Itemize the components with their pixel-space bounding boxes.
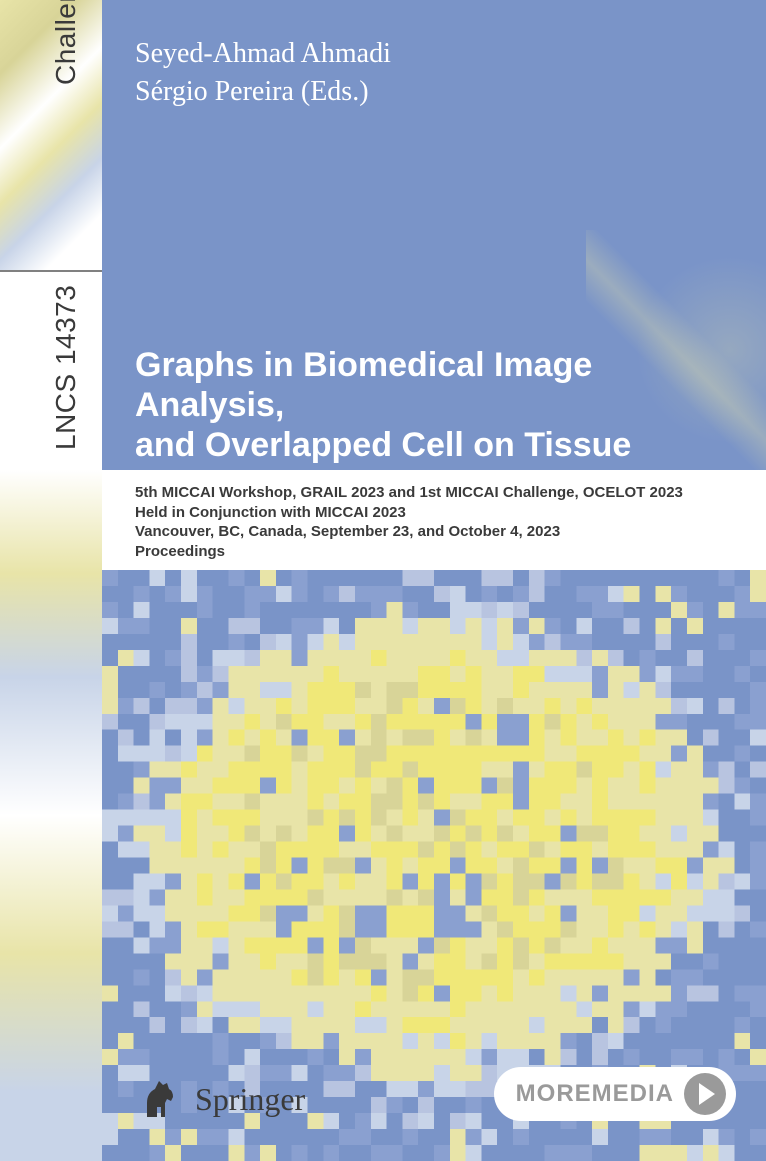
subtitle-block: 5th MICCAI Workshop, GRAIL 2023 and 1st … bbox=[135, 483, 725, 561]
moremedia-badge[interactable]: MOREMEDIA bbox=[494, 1067, 736, 1121]
play-icon bbox=[684, 1073, 726, 1115]
editor-line-2: Sérgio Pereira (Eds.) bbox=[135, 73, 391, 111]
subtitle-line-4: Proceedings bbox=[135, 542, 725, 562]
springer-horse-icon bbox=[135, 1075, 183, 1123]
spine-divider bbox=[0, 270, 102, 272]
spine-lower-decoration bbox=[0, 470, 102, 1161]
subtitle-line-1: 5th MICCAI Workshop, GRAIL 2023 and 1st … bbox=[135, 483, 725, 503]
spine-series-code: LNCS 14373 bbox=[50, 285, 82, 450]
title-line-1: Graphs in Biomedical Image Analysis, bbox=[135, 345, 725, 425]
publisher-block: Springer bbox=[135, 1075, 305, 1123]
subtitle-line-2: Held in Conjunction with MICCAI 2023 bbox=[135, 503, 725, 523]
book-cover: Challenges LNCS 14373 Seyed-Ahmad Ahmadi… bbox=[0, 0, 766, 1161]
play-triangle bbox=[699, 1083, 715, 1105]
editors-block: Seyed-Ahmad Ahmadi Sérgio Pereira (Eds.) bbox=[135, 35, 391, 111]
editor-line-1: Seyed-Ahmad Ahmadi bbox=[135, 35, 391, 73]
spine-sublabel: Challenges bbox=[50, 0, 82, 85]
moremedia-label: MOREMEDIA bbox=[516, 1080, 674, 1108]
subtitle-line-3: Vancouver, BC, Canada, September 23, and… bbox=[135, 522, 725, 542]
spine: Challenges LNCS 14373 bbox=[0, 0, 102, 1161]
publisher-name: Springer bbox=[195, 1081, 305, 1118]
